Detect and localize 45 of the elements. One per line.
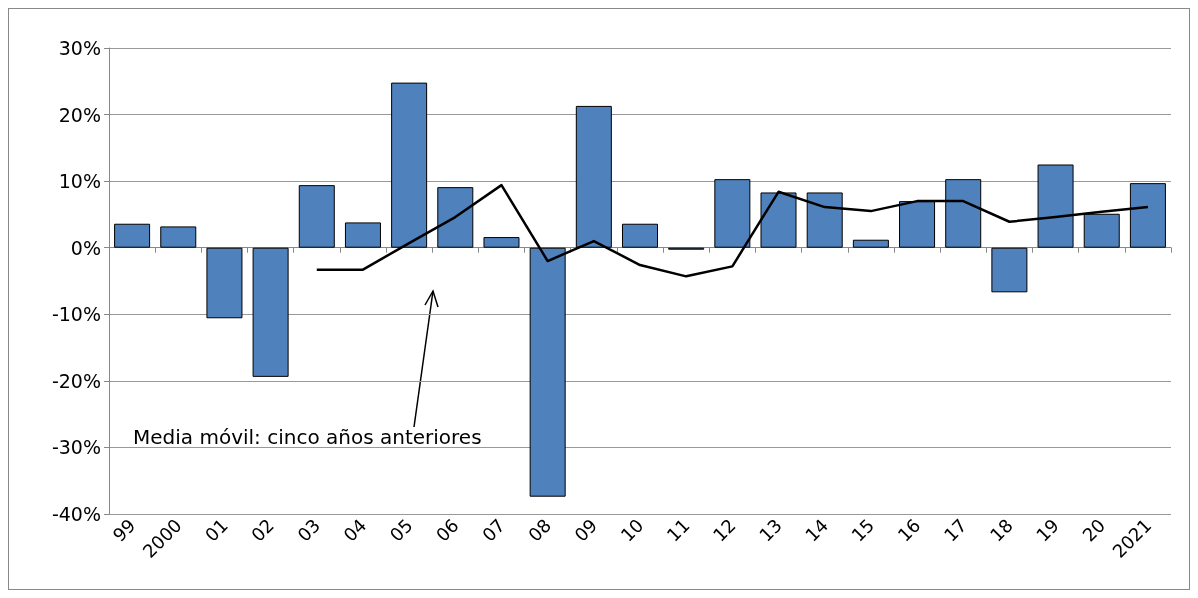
x-tick-label: 13: [754, 514, 786, 546]
bar: [760, 192, 797, 248]
bar: [298, 185, 335, 248]
bar: [852, 239, 889, 248]
bar: [252, 247, 289, 377]
y-tick-label: -20%: [51, 369, 101, 392]
bar: [991, 247, 1028, 293]
x-tick-label: 15: [847, 514, 879, 546]
y-tick-label: -40%: [51, 503, 101, 525]
x-tick-label: 12: [708, 514, 740, 546]
x-tick-label: 20: [1078, 514, 1110, 546]
y-tick-label: 30%: [58, 37, 101, 59]
bar: [160, 226, 197, 248]
x-tick-label: 10: [616, 514, 648, 546]
x-tick-label: 06: [431, 514, 463, 546]
x-tick-label: 99: [108, 514, 140, 546]
bar: [899, 201, 936, 248]
x-tick-label: 18: [985, 514, 1017, 546]
x-tick-label: 03: [293, 514, 325, 546]
y-tick-label: 20%: [58, 103, 101, 126]
x-tick-label: 07: [477, 514, 509, 546]
x-tick-label: 01: [200, 514, 232, 546]
bar: [206, 247, 243, 319]
x-tick-label: 19: [1031, 514, 1063, 546]
bar: [344, 222, 381, 248]
x-tick-label: 09: [570, 514, 602, 546]
x-tick-label: 11: [662, 514, 694, 546]
bar: [114, 223, 151, 248]
bar: [1083, 213, 1120, 248]
y-tick-label: 10%: [58, 170, 101, 193]
x-tick-label: 16: [893, 514, 925, 546]
bar: [437, 187, 474, 248]
annotation: Media móvil: cinco años anteriores: [133, 425, 482, 449]
x-tick-label: 05: [385, 514, 417, 546]
x-tick-label: 08: [524, 514, 556, 546]
x-tick-label: 04: [339, 514, 371, 546]
bar: [621, 223, 659, 248]
y-tick-label: -30%: [51, 436, 101, 459]
x-tick-label: 02: [247, 514, 279, 546]
bar: [806, 192, 843, 248]
y-tick-label: -10%: [51, 303, 101, 326]
x-tick-label: 14: [801, 514, 833, 546]
x-tick-label: 17: [939, 514, 971, 546]
bar: [483, 237, 520, 248]
y-tick-label: 0%: [70, 236, 101, 259]
